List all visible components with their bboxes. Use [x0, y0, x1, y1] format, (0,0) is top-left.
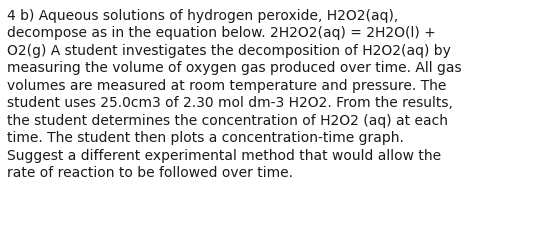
Text: 4 b) Aqueous solutions of hydrogen peroxide, H2O2(aq),
decompose as in the equat: 4 b) Aqueous solutions of hydrogen perox… [7, 9, 461, 180]
